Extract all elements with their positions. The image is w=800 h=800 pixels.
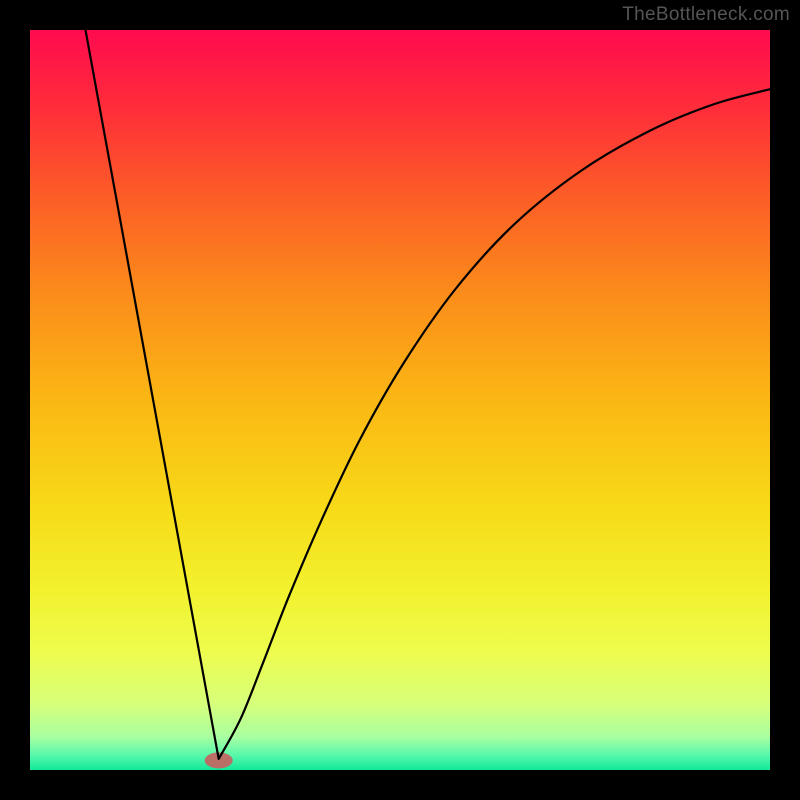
- bottleneck-chart: [0, 0, 800, 800]
- chart-container: TheBottleneck.com: [0, 0, 800, 800]
- watermark-text: TheBottleneck.com: [622, 4, 790, 26]
- plot-background: [30, 30, 770, 770]
